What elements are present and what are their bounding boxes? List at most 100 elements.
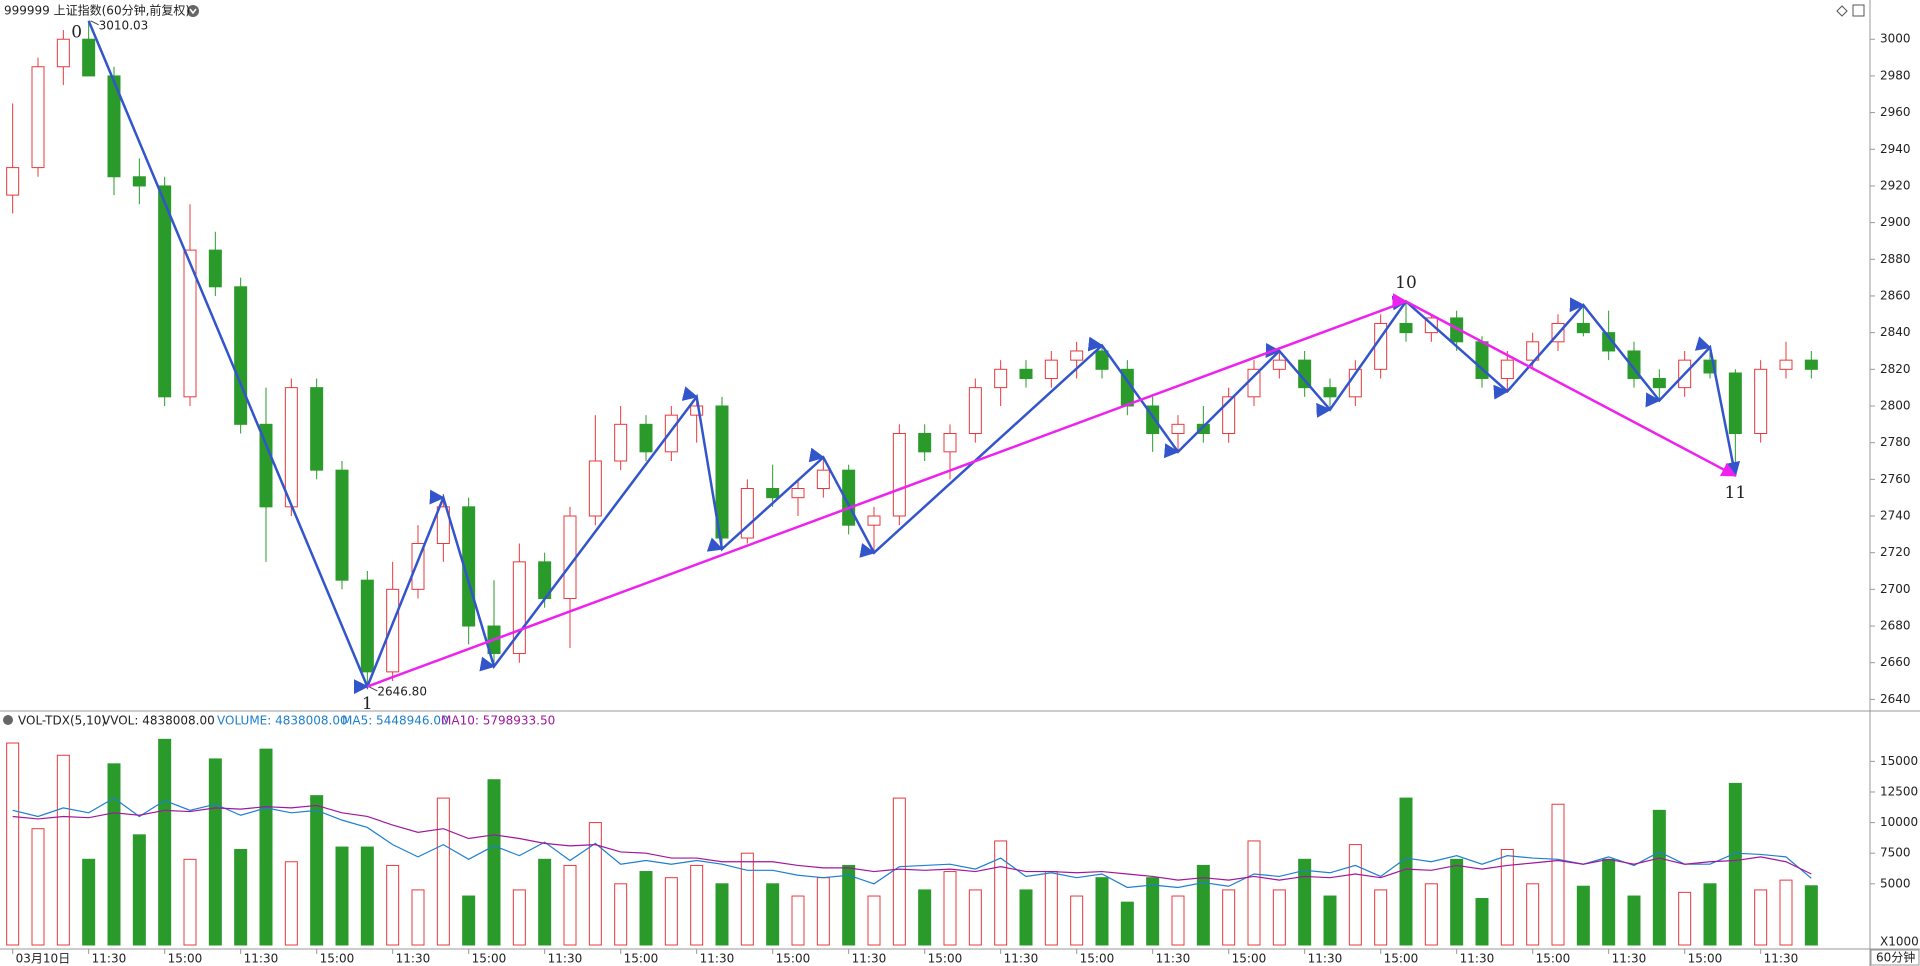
- candle-body: [1171, 423, 1185, 434]
- volume-bar: [614, 883, 628, 946]
- volume-bar: [1754, 889, 1768, 946]
- x-tick-label: 15:00: [624, 952, 659, 966]
- volume-bar: [766, 883, 780, 946]
- x-tick-label: 11:30: [396, 952, 431, 966]
- volume-bar: [1450, 858, 1464, 946]
- volume-bar: [1095, 877, 1109, 946]
- x-tick-label: 15:00: [1232, 952, 1267, 966]
- y-tick-label: 2700: [1880, 582, 1911, 596]
- candle-body: [943, 432, 957, 453]
- volume-bar: [284, 861, 298, 946]
- x-tick-label: 15:00: [1688, 952, 1723, 966]
- volume-bar: [740, 852, 754, 946]
- y-tick-label: 5000: [1880, 876, 1911, 890]
- menu-icon[interactable]: [187, 5, 199, 17]
- candle-body: [690, 405, 704, 416]
- x-tick-label: 15:00: [1080, 952, 1115, 966]
- volume-bar: [1120, 901, 1134, 946]
- volume-bar: [1348, 844, 1362, 946]
- candle-body: [1044, 359, 1058, 379]
- x-tick-label: 11:30: [1308, 952, 1343, 966]
- candle-body: [1576, 322, 1590, 334]
- volume-bar: [6, 742, 20, 946]
- volume-bar: [1728, 782, 1742, 946]
- x-tick-label: 11:30: [244, 952, 279, 966]
- candle-body: [1323, 387, 1337, 398]
- y-tick-label: 2900: [1880, 215, 1911, 229]
- candle-body: [158, 185, 172, 398]
- y-tick-label: 15000: [1880, 754, 1918, 768]
- ma-line: [12, 804, 1812, 881]
- volume-bar: [867, 895, 881, 946]
- y-tick-label: 2760: [1880, 472, 1911, 486]
- volume-bar: [943, 871, 957, 946]
- wave-label: 10: [1395, 273, 1417, 293]
- y-tick-label: 2980: [1880, 68, 1911, 82]
- volume-bar: [918, 889, 932, 946]
- volume-bar: [1804, 885, 1818, 946]
- volume-bar: [1551, 803, 1565, 946]
- volume-bar: [1576, 885, 1590, 946]
- vol-menu-icon[interactable]: [3, 715, 13, 725]
- volume-bar: [1323, 895, 1337, 946]
- volume-bar: [968, 889, 982, 946]
- y-tick-label: 2820: [1880, 362, 1911, 376]
- x-tick-label: 11:30: [1460, 952, 1495, 966]
- volume-bar: [360, 846, 374, 946]
- volume-bar: [1272, 889, 1286, 946]
- y-tick-label: 2860: [1880, 288, 1911, 302]
- window-icon[interactable]: [1852, 4, 1865, 17]
- volume-bar: [1374, 889, 1388, 946]
- extreme-label: 3010.03: [99, 18, 149, 32]
- candle-body: [1095, 350, 1109, 370]
- volume-bar: [892, 797, 906, 946]
- volume-bar: [107, 763, 121, 946]
- volume-bar: [386, 864, 400, 946]
- x-tick-label: 11:30: [1764, 952, 1799, 966]
- y-tick-label: 2960: [1880, 105, 1911, 119]
- volume-bar: [411, 889, 425, 946]
- volume-bar: [512, 889, 526, 946]
- y-tick-label: 2920: [1880, 178, 1911, 192]
- period-box[interactable]: [1870, 949, 1920, 966]
- volume-bar: [31, 828, 45, 946]
- candle-body: [56, 38, 70, 68]
- ma-line: [12, 797, 1812, 889]
- extreme-pointer: [90, 20, 99, 26]
- volume-bar: [1196, 864, 1210, 946]
- volume-bar: [1222, 889, 1236, 946]
- shape-icon[interactable]: [1836, 5, 1848, 17]
- candle-body: [1728, 372, 1742, 434]
- wave-label: 0: [71, 22, 82, 42]
- x-tick-label: 15:00: [928, 952, 963, 966]
- volume-bar: [563, 864, 577, 946]
- vol-unit: X1000: [1880, 935, 1919, 949]
- y-tick-label: 7500: [1880, 846, 1911, 860]
- extreme-pointer: [369, 686, 378, 692]
- volume-bar: [436, 797, 450, 946]
- x-tick-label: 15:00: [168, 952, 203, 966]
- candle-body: [1272, 359, 1286, 370]
- x-tick-label: 15:00: [1536, 952, 1571, 966]
- wave-label: 1: [362, 694, 373, 714]
- candle-body: [82, 38, 96, 77]
- volume-bar: [1070, 895, 1084, 946]
- volume-bar: [1500, 849, 1514, 946]
- candle-body: [1779, 359, 1793, 370]
- candle-body: [183, 249, 197, 398]
- candle-body: [360, 579, 374, 673]
- volume-bar: [1298, 858, 1312, 946]
- candle-body: [386, 588, 400, 673]
- candle-body: [1652, 377, 1666, 389]
- period-label: 60分钟: [1876, 950, 1915, 965]
- legend-entry: MA10: 5798933.50: [441, 714, 555, 728]
- volume-bar: [690, 864, 704, 946]
- candle-body: [6, 167, 20, 196]
- legend-entry: MA5: 5448946.00: [342, 714, 449, 728]
- volume-bar: [639, 871, 653, 946]
- y-tick-label: 2940: [1880, 142, 1911, 156]
- menu-icon-arrow: [189, 8, 197, 15]
- x-tick-label: 15:00: [472, 952, 507, 966]
